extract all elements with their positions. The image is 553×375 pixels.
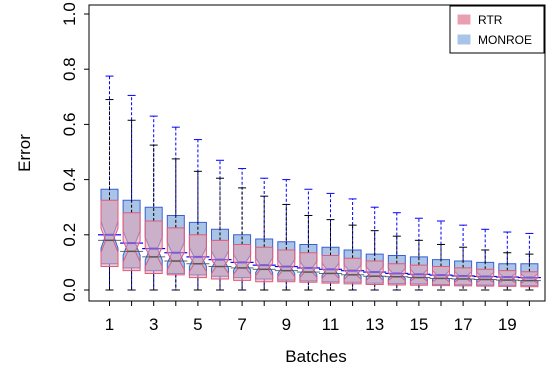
y-tick-label: 0.8 xyxy=(60,57,79,81)
rtr-box xyxy=(363,230,387,291)
rtr-box xyxy=(186,170,210,291)
rtr-box-body xyxy=(255,246,274,283)
rtr-box xyxy=(473,249,497,291)
legend-swatch-monroe xyxy=(457,34,471,45)
rtr-box xyxy=(98,99,121,291)
rtr-box-body xyxy=(100,199,119,268)
x-tick-label: 15 xyxy=(409,315,428,334)
legend: RTR MONROE xyxy=(449,5,545,54)
rtr-box xyxy=(120,119,144,291)
plot-frame xyxy=(88,4,546,302)
y-tick-label: 1.0 xyxy=(60,2,79,26)
x-tick-label: 11 xyxy=(322,315,340,334)
legend-swatch-rtr xyxy=(457,14,471,25)
rtr-box xyxy=(385,235,409,291)
x-tick-label: 13 xyxy=(365,315,384,334)
rtr-box-body xyxy=(432,266,450,287)
rtr-box-body xyxy=(233,243,252,281)
rtr-box xyxy=(296,214,320,291)
rtr-box xyxy=(319,219,342,291)
rtr-box-body xyxy=(321,255,340,284)
rtr-box xyxy=(164,158,188,291)
rtr-box-body xyxy=(343,257,362,285)
rtr-box-body xyxy=(476,268,495,287)
x-tick-label: 17 xyxy=(454,315,473,334)
rtr-box xyxy=(517,253,541,291)
rtr-box xyxy=(495,252,519,291)
rtr-box-body xyxy=(498,270,517,287)
plot-content xyxy=(98,75,541,291)
y-tick-label: 0.6 xyxy=(60,113,79,137)
x-tick-label: 3 xyxy=(149,315,158,334)
y-tick-label: 0.0 xyxy=(60,278,79,302)
x-axis: 1 3 5 7 9 11 13 15 17 19 xyxy=(105,301,530,334)
rtr-box-body xyxy=(387,263,406,286)
rtr-box xyxy=(341,224,365,291)
rtr-box xyxy=(451,246,475,291)
rtr-box-body xyxy=(188,234,207,279)
rtr-box xyxy=(429,243,453,291)
rtr-box xyxy=(274,203,298,291)
legend-label-monroe: MONROE xyxy=(478,33,532,47)
y-tick-label: 0.4 xyxy=(60,168,79,192)
x-tick-label: 9 xyxy=(282,315,291,334)
rtr-box-body xyxy=(144,220,163,274)
rtr-box xyxy=(142,144,166,291)
rtr-box-body xyxy=(454,267,473,287)
x-tick-label: 5 xyxy=(193,315,202,334)
rtr-box xyxy=(208,177,232,291)
rtr-box-body xyxy=(365,260,384,285)
y-tick-label: 0.2 xyxy=(60,223,79,247)
rtr-box-body xyxy=(122,212,141,272)
legend-label-rtr: RTR xyxy=(478,13,503,27)
x-axis-title: Batches xyxy=(285,347,346,366)
rtr-box-body xyxy=(299,252,318,283)
rtr-box-body xyxy=(520,271,539,288)
y-axis-title: Error xyxy=(15,134,34,172)
legend-box xyxy=(449,5,545,54)
rtr-box xyxy=(407,239,431,291)
x-tick-label: 19 xyxy=(498,315,517,334)
x-tick-label: 1 xyxy=(105,315,114,334)
rtr-box-body xyxy=(409,264,428,286)
rtr-box-body xyxy=(166,227,185,276)
rtr-box xyxy=(252,195,276,291)
rtr-box-body xyxy=(211,239,229,280)
rtr-box xyxy=(230,187,254,291)
rtr-box-body xyxy=(277,249,296,283)
y-axis: 0.0 0.2 0.4 0.6 0.8 1.0 xyxy=(60,2,89,302)
x-tick-label: 7 xyxy=(237,315,246,334)
